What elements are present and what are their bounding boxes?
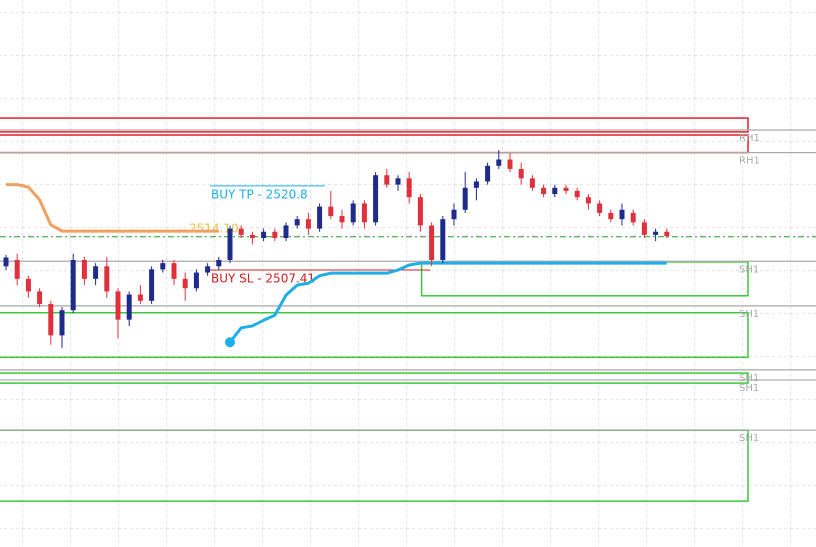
- candle-body: [630, 212, 636, 223]
- candle-body: [81, 259, 87, 279]
- candle-body: [227, 228, 233, 260]
- candle-body: [384, 175, 390, 185]
- candle-body: [563, 187, 569, 191]
- order-label: BUY SL - 2507.41: [211, 271, 315, 285]
- candle-body: [48, 303, 54, 336]
- zone: [0, 117, 749, 133]
- zone: [0, 312, 749, 359]
- candle-body: [283, 225, 289, 239]
- candle-body: [171, 263, 177, 279]
- candle-body: [294, 219, 300, 226]
- candle-body: [305, 219, 311, 229]
- candle-body: [317, 206, 323, 229]
- candle-body: [59, 310, 65, 336]
- level-label: SH1: [739, 264, 759, 275]
- candle-body: [664, 231, 670, 237]
- candle-body: [182, 278, 188, 289]
- candle-body: [451, 209, 457, 220]
- candle-body: [529, 178, 535, 188]
- order-label: BUY TP - 2520.8: [211, 187, 308, 201]
- indicator-line: [228, 261, 667, 344]
- candle-body: [93, 266, 99, 279]
- candle-body: [272, 231, 278, 239]
- candle-body: [653, 231, 659, 235]
- candle-body: [440, 219, 446, 260]
- indicator-line: [6, 183, 219, 233]
- candle-body: [238, 228, 244, 235]
- candle-body: [216, 259, 222, 267]
- candle-body: [126, 294, 132, 320]
- candle-body: [429, 225, 435, 260]
- candle-body: [619, 209, 625, 220]
- candle-body: [574, 190, 580, 198]
- candle-body: [641, 222, 647, 235]
- candle-body: [261, 231, 267, 239]
- candle-body: [14, 259, 20, 279]
- indicator-start: [225, 337, 235, 348]
- candle-body: [339, 216, 345, 223]
- candle-body: [541, 187, 547, 195]
- candle-body: [518, 168, 524, 179]
- candle-body: [3, 257, 9, 267]
- candle-body: [193, 272, 199, 289]
- candle-body: [249, 234, 255, 239]
- candle-body: [70, 259, 76, 311]
- candle-body: [608, 212, 614, 220]
- level-label: SH1: [739, 433, 759, 444]
- level-label: SH1: [739, 373, 759, 384]
- candle-body: [361, 203, 367, 223]
- candle-body: [395, 178, 401, 185]
- candle-body: [350, 203, 356, 223]
- candle-body: [115, 291, 121, 320]
- candle-body: [160, 263, 166, 270]
- candle-body: [417, 197, 423, 226]
- level-label: RH1: [739, 156, 760, 167]
- candle-body: [496, 159, 502, 166]
- candle-body: [473, 181, 479, 188]
- candle-body: [373, 175, 379, 223]
- candle-body: [37, 291, 43, 304]
- candle-body: [137, 294, 143, 301]
- candle-body: [205, 266, 211, 273]
- zone: [0, 372, 749, 384]
- candle-body: [485, 165, 491, 182]
- candle-body: [25, 278, 31, 292]
- candle-body: [328, 206, 334, 217]
- candle-body: [149, 269, 155, 301]
- candle-body: [597, 203, 603, 213]
- level-label: SH1: [739, 309, 759, 320]
- candle-body: [507, 159, 513, 169]
- candle-body: [585, 197, 591, 204]
- candle-body: [462, 187, 468, 210]
- candle-body: [552, 187, 558, 195]
- candle-body: [104, 266, 110, 292]
- level-label: RH1: [739, 133, 760, 144]
- candle-body: [406, 178, 412, 198]
- level-label: SH1: [739, 383, 759, 394]
